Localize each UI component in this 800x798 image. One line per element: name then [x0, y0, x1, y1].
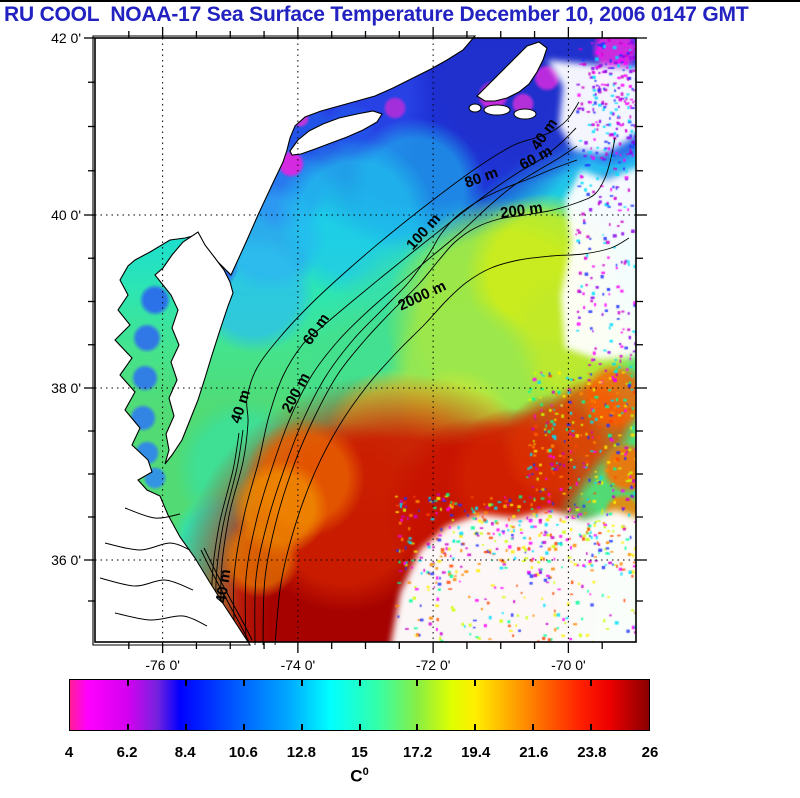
y-axis-tick-label: 40 0': [51, 207, 81, 223]
colorbar-tick-label: 4: [64, 744, 74, 761]
colorbar-unit-label: C0: [350, 766, 369, 786]
colorbar-tick: [184, 680, 187, 686]
x-axis-tick-label: -72 0': [416, 657, 451, 673]
colorbar-tick-label: 8.4: [174, 744, 196, 761]
temperature-colorbar: [69, 679, 650, 731]
x-axis-tick-label: -70 0': [551, 657, 586, 673]
colorbar-tick: [590, 680, 593, 686]
colorbar-tick: [184, 724, 187, 730]
colorbar-tick: [242, 680, 245, 686]
page-title: RU COOL NOAA-17 Sea Surface Temperature …: [4, 3, 749, 26]
colorbar-tick-label: 26: [641, 744, 659, 761]
colorbar-tick-label: 6.2: [116, 744, 138, 761]
colorbar-tick-label: 12.8: [286, 744, 316, 761]
colorbar-tick: [532, 724, 535, 730]
colorbar-tick: [300, 680, 303, 686]
colorbar-tick: [474, 680, 477, 686]
top-border-line: [0, 0, 800, 2]
y-axis-tick-label: 36 0': [51, 552, 81, 568]
colorbar-tick: [590, 724, 593, 730]
colorbar-tick-label: 15: [351, 744, 368, 761]
colorbar-tick: [474, 724, 477, 730]
colorbar-tick-label: 23.8: [577, 744, 607, 761]
colorbar-tick: [126, 680, 129, 686]
colorbar-tick: [242, 724, 245, 730]
colorbar-tick: [532, 680, 535, 686]
y-axis-tick-label: 42 0': [51, 30, 81, 46]
colorbar-tick: [300, 724, 303, 730]
y-axis-tick-label: 38 0': [51, 380, 81, 396]
colorbar-tick: [358, 680, 361, 686]
x-axis-tick-label: -74 0': [281, 657, 316, 673]
colorbar-tick-label: 10.6: [228, 744, 258, 761]
colorbar-tick-label: 17.2: [402, 744, 433, 761]
colorbar-tick-label: 21.6: [519, 744, 549, 761]
colorbar-tick-label: 19.4: [461, 744, 491, 761]
colorbar-tick: [358, 724, 361, 730]
x-axis-tick-label: -76 0': [145, 657, 180, 673]
colorbar-tick: [126, 724, 129, 730]
sst-color-field-canvas: [95, 38, 636, 642]
colorbar-tick: [416, 680, 419, 686]
colorbar-tick: [416, 724, 419, 730]
